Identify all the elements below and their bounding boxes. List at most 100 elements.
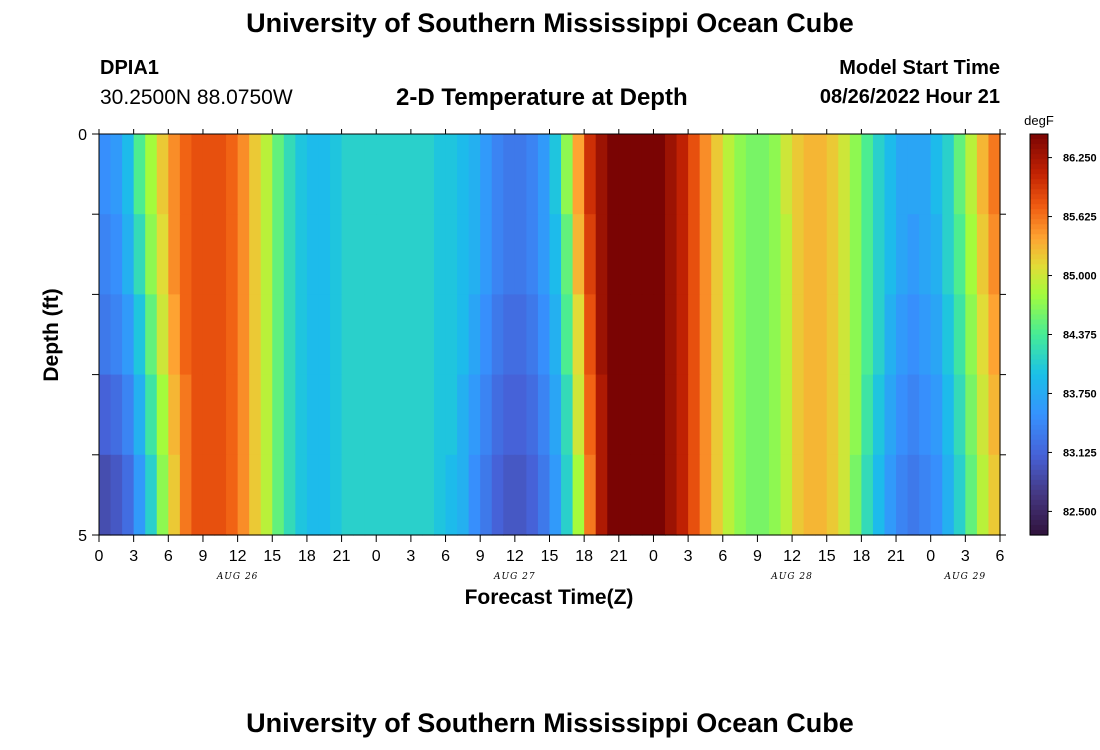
heatmap-cell xyxy=(792,294,805,376)
heatmap-cell xyxy=(237,214,250,295)
colorbar-tick-label: 85.000 xyxy=(1063,271,1097,283)
heatmap-cell xyxy=(376,374,389,456)
heatmap-cells xyxy=(99,134,1001,536)
colorbar-segment xyxy=(1030,204,1048,210)
colorbar-segment xyxy=(1030,289,1048,295)
heatmap-cell xyxy=(653,214,666,295)
x-tick-label: 0 xyxy=(95,548,104,565)
heatmap-cell xyxy=(630,294,643,376)
heatmap-cell xyxy=(688,214,701,295)
heatmap-cell xyxy=(341,214,354,295)
colorbar-segment xyxy=(1030,409,1048,416)
heatmap-cell xyxy=(260,134,273,215)
heatmap-cell xyxy=(202,454,216,536)
heatmap-cell xyxy=(942,134,955,215)
heatmap-cell xyxy=(803,134,816,215)
colorbar-segment xyxy=(1030,264,1048,270)
heatmap-cell xyxy=(618,214,631,295)
heatmap-cell xyxy=(503,134,516,215)
day-label: AUG 26 xyxy=(216,572,259,582)
colorbar-segment xyxy=(1030,459,1048,466)
heatmap-cell xyxy=(595,214,608,295)
colorbar-segment xyxy=(1030,329,1048,336)
heatmap-cell xyxy=(688,374,701,456)
heatmap-cell xyxy=(191,374,204,456)
heatmap-cell xyxy=(99,214,112,295)
x-tick-label: 0 xyxy=(926,548,935,565)
heatmap-cell xyxy=(110,374,123,456)
x-tick-label: 12 xyxy=(229,548,247,565)
heatmap-cell xyxy=(653,454,666,536)
heatmap-cell xyxy=(133,454,146,536)
heatmap-cell xyxy=(907,294,920,376)
heatmap-cell xyxy=(907,454,920,536)
heatmap-cell xyxy=(792,214,805,295)
heatmap-cell xyxy=(457,214,470,295)
model-start-value: 08/26/2022 Hour 21 xyxy=(819,86,1000,108)
heatmap-cell xyxy=(353,214,366,295)
heatmap-cell xyxy=(526,454,539,536)
heatmap-cell xyxy=(168,214,181,295)
heatmap-cell xyxy=(110,294,123,376)
heatmap-cell xyxy=(722,134,735,215)
heatmap-cell xyxy=(364,294,377,376)
x-tick-label: 15 xyxy=(818,548,836,565)
heatmap-cell xyxy=(168,454,181,536)
heatmap-cell xyxy=(665,454,678,536)
x-tick-label: 9 xyxy=(199,548,208,565)
heatmap-cell xyxy=(202,134,216,215)
colorbar-segment xyxy=(1030,254,1048,260)
colorbar-segment xyxy=(1030,484,1048,491)
heatmap-cell xyxy=(884,374,897,456)
heatmap-cell xyxy=(549,454,562,536)
x-tick-label: 6 xyxy=(441,548,450,565)
heatmap-cell xyxy=(872,294,886,376)
heatmap-cell xyxy=(815,294,828,376)
heatmap-cell xyxy=(572,454,585,536)
heatmap-cell xyxy=(457,294,470,376)
heatmap-cell xyxy=(595,294,608,376)
heatmap-cell xyxy=(919,374,932,456)
heatmap-cell xyxy=(988,214,1001,295)
heatmap-cell xyxy=(745,214,759,295)
heatmap-cell xyxy=(376,294,389,376)
x-tick-label: 18 xyxy=(852,548,870,565)
heatmap-cell xyxy=(202,214,216,295)
heatmap-cell xyxy=(988,454,1001,536)
heatmap-cell xyxy=(330,134,343,215)
heatmap-cell xyxy=(584,454,597,536)
heatmap-cell xyxy=(907,374,920,456)
heatmap-cell xyxy=(99,294,112,376)
heatmap-cell xyxy=(179,454,193,536)
footer-title: University of Southern Mississippi Ocean… xyxy=(246,708,854,738)
heatmap-cell xyxy=(618,294,631,376)
heatmap-cell xyxy=(561,454,574,536)
heatmap-cell xyxy=(249,294,262,376)
colorbar-segment xyxy=(1030,434,1048,441)
heatmap-cell xyxy=(422,134,435,215)
heatmap-cell xyxy=(838,134,851,215)
colorbar-segment xyxy=(1030,334,1048,341)
heatmap-cell xyxy=(468,374,481,456)
heatmap-cell xyxy=(688,454,701,536)
colorbar-segment xyxy=(1030,499,1048,506)
colorbar-segment xyxy=(1030,424,1048,431)
heatmap-cell xyxy=(514,374,527,456)
day-label: AUG 29 xyxy=(944,572,987,582)
heatmap-cell xyxy=(341,134,354,215)
heatmap-cell xyxy=(168,374,181,456)
colorbar-tick-label: 83.125 xyxy=(1063,447,1097,459)
heatmap-cell xyxy=(965,454,978,536)
heatmap-cell xyxy=(849,374,862,456)
heatmap-cell xyxy=(156,374,169,456)
heatmap-cell xyxy=(445,374,458,456)
heatmap-cell xyxy=(572,214,585,295)
colorbar-segment xyxy=(1030,344,1048,351)
heatmap-cell xyxy=(665,134,678,215)
heatmap-cell xyxy=(826,374,839,456)
heatmap-cell xyxy=(306,454,320,536)
heatmap-cell xyxy=(433,134,447,215)
heatmap-cell xyxy=(861,214,874,295)
heatmap-cell xyxy=(768,214,782,295)
heatmap-cell xyxy=(803,294,816,376)
